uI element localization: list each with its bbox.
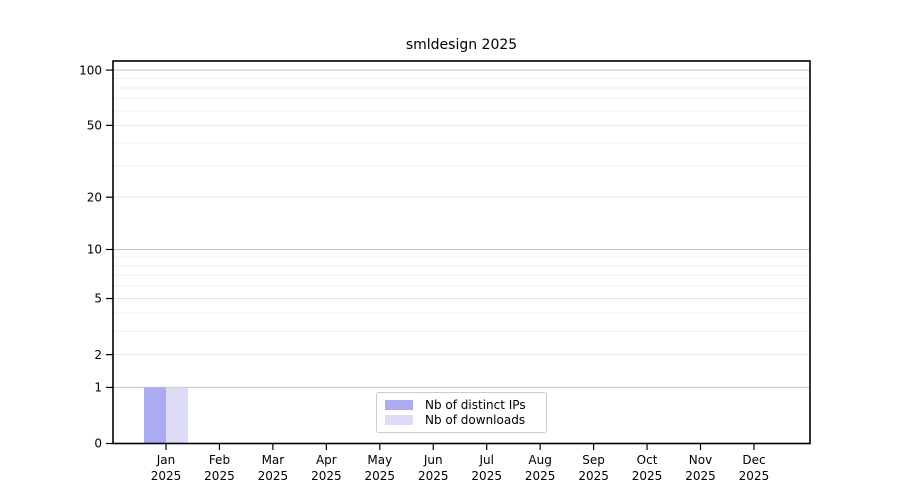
x-tick-label-month: Jul	[478, 453, 493, 467]
x-tick-label-month: Jan	[156, 453, 176, 467]
plot-frame	[112, 60, 811, 445]
x-tick-label-month: May	[367, 453, 392, 467]
x-tick-label-year: 2025	[311, 469, 342, 483]
y-tick-label: 10	[87, 243, 102, 257]
y-tick-label: 0	[94, 437, 102, 451]
x-tick-label-month: Aug	[528, 453, 551, 467]
bar-nb-of-distinct-ips-jan	[144, 387, 166, 444]
x-tick-label-year: 2025	[578, 469, 609, 483]
legend-label-downloads: Nb of downloads	[425, 413, 526, 428]
x-tick-label-year: 2025	[632, 469, 663, 483]
x-tick-label-month: Dec	[742, 453, 765, 467]
y-tick-label: 20	[87, 190, 102, 204]
y-tick-label: 5	[94, 292, 102, 306]
x-tick-label-month: Mar	[262, 453, 285, 467]
x-tick-label-year: 2025	[685, 469, 716, 483]
x-tick-label-month: Apr	[316, 453, 337, 467]
legend-swatch-distinct-ips	[385, 399, 413, 410]
x-tick-label-month: Nov	[689, 453, 712, 467]
legend-label-distinct-ips: Nb of distinct IPs	[425, 397, 526, 412]
legend-swatch-downloads	[385, 415, 413, 426]
y-tick-label: 1	[94, 381, 102, 395]
legend: Nb of distinct IPs Nb of downloads	[376, 392, 547, 433]
x-tick-label-month: Jun	[423, 453, 443, 467]
x-tick-label-year: 2025	[525, 469, 556, 483]
y-tick-label: 2	[94, 348, 102, 362]
x-tick-label-year: 2025	[739, 469, 770, 483]
x-tick-label-month: Feb	[209, 453, 230, 467]
x-tick-label-year: 2025	[418, 469, 449, 483]
x-tick-label-year: 2025	[365, 469, 396, 483]
x-tick-label-year: 2025	[151, 469, 182, 483]
legend-row-downloads: Nb of downloads	[385, 413, 538, 429]
chart-title: smldesign 2025	[405, 37, 518, 53]
y-tick-label: 50	[87, 119, 102, 133]
x-tick-label-year: 2025	[471, 469, 502, 483]
x-tick-label-month: Oct	[637, 453, 658, 467]
x-tick-label-year: 2025	[204, 469, 235, 483]
legend-row-distinct-ips: Nb of distinct IPs	[385, 397, 538, 413]
x-tick-label-month: Sep	[582, 453, 605, 467]
x-tick-label-year: 2025	[258, 469, 289, 483]
bar-nb-of-downloads-jan	[166, 387, 188, 444]
y-tick-label: 100	[79, 63, 102, 77]
